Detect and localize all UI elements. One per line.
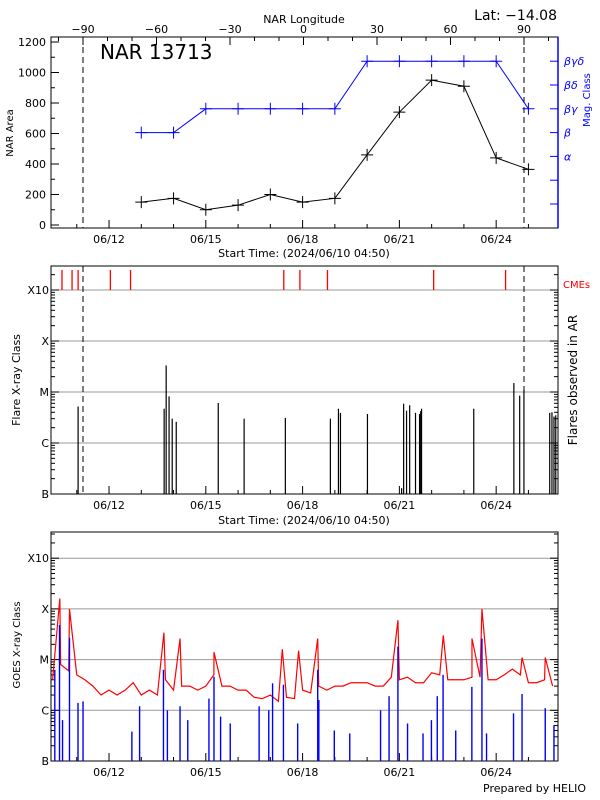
y-axis-title-flare: Flare X-ray Class [10, 334, 23, 426]
area-point [361, 148, 374, 161]
longitude-tick-label: −60 [145, 23, 168, 36]
y-tick-label: X10 [27, 284, 49, 297]
y-tick-label: M [40, 386, 50, 399]
y-tick-label: 1000 [18, 67, 46, 80]
magclass-tick-label: α [564, 150, 572, 163]
area-point [490, 151, 503, 164]
magclass-point [296, 102, 309, 115]
magclass-point [490, 55, 503, 68]
magclass-point [361, 55, 374, 68]
magclass-tick-label: β [563, 127, 571, 140]
x-tick-label: 06/15 [190, 499, 222, 512]
longitude-tick-label: 60 [444, 23, 458, 36]
area-point [232, 199, 245, 212]
magclass-tick-label: βγδ [563, 55, 585, 68]
y-tick-label: 800 [25, 97, 46, 110]
x-axis-title-flare-panel: Start Time: (2024/06/10 04:50) [218, 514, 390, 527]
x-tick-label: 06/18 [287, 766, 319, 779]
y-tick-label: C [41, 437, 49, 450]
latitude-label: Lat: −14.08 [474, 8, 557, 24]
y-tick-label: X10 [27, 552, 49, 565]
y-tick-label: B [41, 755, 49, 768]
magclass-series-line [141, 60, 529, 134]
area-point [425, 74, 438, 87]
x-tick-label: 06/24 [480, 499, 512, 512]
x-tick-label: 06/12 [93, 499, 125, 512]
magclass-point [328, 102, 341, 115]
x-tick-label: 06/24 [480, 766, 512, 779]
x-tick-label: 06/18 [287, 499, 319, 512]
area-panel-frame [50, 36, 559, 229]
magclass-point [425, 55, 438, 68]
magclass-tick-label: βγ [563, 103, 578, 116]
longitude-tick-label: 0 [300, 23, 307, 36]
area-point [393, 106, 406, 119]
x-tick-label: 06/15 [190, 766, 222, 779]
goes-long-channel-line [51, 598, 554, 703]
longitude-tick-label: 30 [370, 23, 384, 36]
magclass-point [522, 102, 535, 115]
x-tick-label: 06/21 [384, 233, 416, 246]
area-point [167, 192, 180, 205]
x-tick-label: 06/12 [93, 766, 125, 779]
magclass-tick-label: βδ [563, 79, 578, 92]
longitude-tick-label: −30 [218, 23, 241, 36]
longitude-tick-label: −90 [71, 23, 94, 36]
area-point [296, 196, 309, 209]
y2-axis-title-flares-observed: Flares observed in AR [566, 315, 580, 445]
y-tick-label: 400 [25, 158, 46, 171]
magclass-point [264, 102, 277, 115]
magclass-point [135, 126, 148, 139]
cme-label: CMEs [563, 280, 590, 291]
x-tick-label: 06/15 [190, 233, 222, 246]
y-tick-label: 200 [25, 189, 46, 202]
y-tick-label: M [40, 654, 50, 667]
credit-label: Prepared by HELIO [483, 782, 586, 795]
top-axis-title: NAR Longitude [263, 13, 345, 26]
x-axis-title-top-panel: Start Time: (2024/06/10 04:50) [218, 247, 390, 260]
y-tick-label: B [41, 488, 49, 501]
area-point [522, 163, 535, 176]
magclass-point [393, 55, 406, 68]
goes-panel-frame [50, 531, 559, 762]
x-tick-label: 06/24 [480, 233, 512, 246]
magclass-point [167, 126, 180, 139]
flare-panel: B C M X X10 06/12 06/15 06/18 06/21 06/24 [27, 265, 559, 512]
magclass-point [457, 55, 470, 68]
longitude-tick-label: 90 [517, 23, 531, 36]
x-tick-label: 06/21 [384, 766, 416, 779]
y-tick-label: X [41, 603, 49, 616]
area-point [457, 80, 470, 93]
flare-panel-frame [50, 265, 559, 495]
x-tick-label: 06/21 [384, 499, 416, 512]
y-tick-label: C [41, 704, 49, 717]
x-tick-label: 06/12 [93, 233, 125, 246]
y-axis-title-goes: GOES X-ray Class [12, 601, 23, 688]
area-point [135, 196, 148, 209]
region-title: NAR 13713 [100, 40, 213, 64]
area-magclass-panel: 0 200 400 600 800 1000 1200 −90 −60 −30 0 30 60 90 06/… [18, 23, 585, 246]
y2-axis-title-magclass: Mag. Class [582, 73, 593, 127]
magclass-point [232, 102, 245, 115]
magclass-point [199, 102, 212, 115]
y-tick-label: 0 [39, 219, 46, 232]
area-series-line [141, 79, 529, 211]
x-tick-label: 06/18 [287, 233, 319, 246]
y-axis-title-area: NAR Area [5, 109, 16, 156]
y-tick-label: X [41, 335, 49, 348]
area-point [328, 192, 341, 205]
goes-panel: B C M X X10 06/12 06/15 06/18 06/21 06/24 [27, 531, 559, 779]
y-tick-label: 1200 [18, 36, 46, 49]
y-tick-label: 600 [25, 128, 46, 141]
area-point [199, 203, 212, 216]
area-point [264, 188, 277, 201]
